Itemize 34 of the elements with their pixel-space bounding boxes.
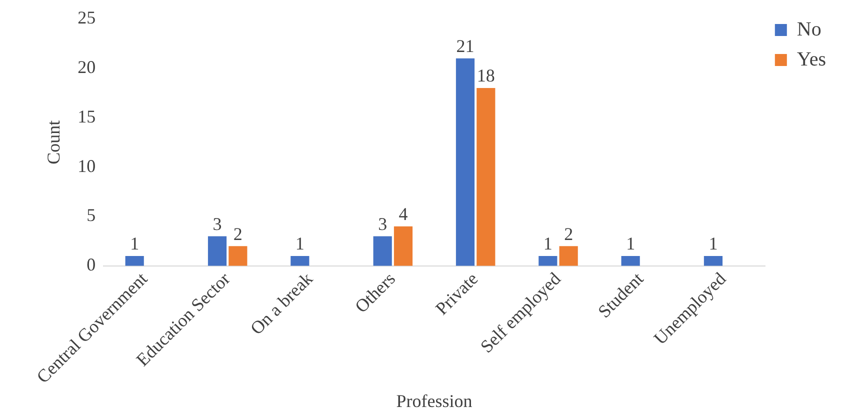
data-label: 1 [708,234,718,254]
data-label: 2 [564,224,574,244]
bar [456,58,475,266]
bar [208,236,227,266]
bar [559,246,578,266]
data-label: 3 [212,214,222,234]
y-tick-label: 10 [78,156,96,176]
x-axis-title: Profession [396,390,472,411]
y-tick-label: 25 [78,8,96,28]
bar [125,256,144,266]
legend-label: No [796,18,822,40]
y-axis-title: Count [44,120,64,164]
legend-label: Yes [796,48,826,70]
data-label: 3 [378,214,388,234]
data-label: 2 [233,224,242,244]
data-label: 1 [626,234,636,254]
data-label: 21 [456,36,474,56]
y-tick-label: 0 [86,254,96,275]
bar [290,256,310,266]
data-label: 1 [130,234,140,254]
y-tick-label: 20 [78,56,96,77]
y-tick-label: 5 [86,205,96,226]
data-label: 1 [295,234,304,254]
bar [538,256,558,266]
data-label: 1 [543,234,552,254]
bar [394,226,413,266]
data-label: 18 [476,66,495,86]
bar [704,256,723,266]
bar [621,256,640,266]
bar [476,88,496,266]
data-label: 4 [398,204,408,224]
bar [373,236,392,266]
bar [228,246,248,266]
y-tick-label: 15 [78,106,96,126]
